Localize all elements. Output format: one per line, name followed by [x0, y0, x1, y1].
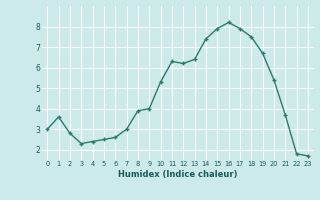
- X-axis label: Humidex (Indice chaleur): Humidex (Indice chaleur): [118, 170, 237, 179]
